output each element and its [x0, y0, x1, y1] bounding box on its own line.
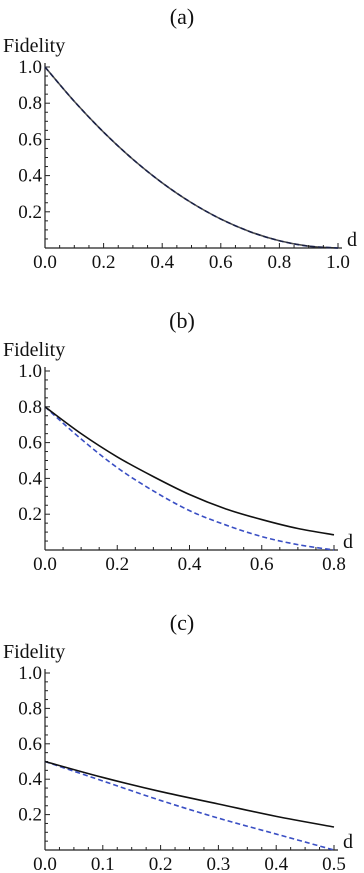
x-axis-title: d: [343, 831, 353, 853]
x-tick-label: 1.0: [326, 252, 350, 273]
y-tick-label: 0.4: [18, 468, 42, 489]
x-tick-label: 0.0: [33, 554, 57, 575]
x-tick-label: 0.1: [91, 854, 115, 873]
x-tick-label: 0.8: [322, 554, 346, 575]
y-tick-label: 1.0: [18, 663, 42, 684]
x-tick-label: 0.6: [209, 252, 233, 273]
y-tick-label: 0.6: [18, 734, 42, 755]
y-tick-label: 1.0: [18, 57, 42, 78]
y-tick-label: 0.6: [18, 129, 42, 150]
x-tick-label: 0.0: [33, 252, 57, 273]
y-tick-label: 0.8: [18, 397, 42, 418]
x-tick-label: 0.5: [322, 854, 346, 873]
x-axis-title: d: [347, 229, 357, 251]
y-axis-title: Fidelity: [3, 35, 65, 57]
x-tick-label: 0.2: [92, 252, 116, 273]
y-tick-label: 0.4: [18, 166, 42, 187]
panel-label: (a): [170, 4, 194, 29]
x-tick-label: 0.2: [105, 554, 129, 575]
x-tick-label: 0.0: [33, 854, 57, 873]
panel-label: (b): [169, 308, 195, 333]
series-line-dashed: [44, 406, 335, 551]
y-tick-label: 0.8: [18, 698, 42, 719]
x-tick-label: 0.4: [150, 252, 174, 273]
y-axis-title: Fidelity: [3, 339, 65, 361]
y-tick-label: 1.0: [18, 361, 42, 382]
series-line-solid: [44, 406, 335, 536]
x-tick-label: 0.4: [178, 554, 202, 575]
y-axis-title: Fidelity: [3, 641, 65, 663]
x-tick-label: 0.3: [207, 854, 231, 873]
panel-label: (c): [170, 610, 194, 635]
y-tick-label: 0.2: [18, 504, 42, 525]
series-line-dashed: [44, 760, 335, 851]
y-tick-label: 0.4: [18, 769, 42, 790]
x-axis-title: d: [343, 531, 353, 553]
panels-container: (a) Fidelity d 0.0 0.2 0.4 0.6 0.8 1.0 0.2 0.4 0.6 0…: [3, 4, 357, 873]
series-line-dashed: [44, 66, 339, 249]
chart-panel-1: (a) Fidelity d 0.0 0.2 0.4 0.6 0.8 1.0 0.2 0.4 0.6 0…: [3, 4, 357, 273]
x-tick-label: 0.8: [268, 252, 292, 273]
series-line-solid: [44, 66, 339, 249]
series-line-solid: [44, 760, 335, 828]
x-tick-label: 0.6: [250, 554, 274, 575]
y-tick-label: 0.2: [18, 805, 42, 826]
y-tick-label: 0.2: [18, 202, 42, 223]
x-tick-label: 0.2: [149, 854, 173, 873]
y-tick-label: 0.8: [18, 93, 42, 114]
chart-panel-3: (c) Fidelity d 0.0 0.1 0.2 0.3 0.4 0.5 0.2 0.4 0.6 0…: [3, 610, 353, 873]
y-tick-label: 0.6: [18, 433, 42, 454]
x-tick-label: 0.4: [264, 854, 288, 873]
chart-panel-2: (b) Fidelity d 0.0 0.2 0.4 0.6 0.8 0.2 0.4 0.6 0.8 1…: [3, 308, 353, 575]
